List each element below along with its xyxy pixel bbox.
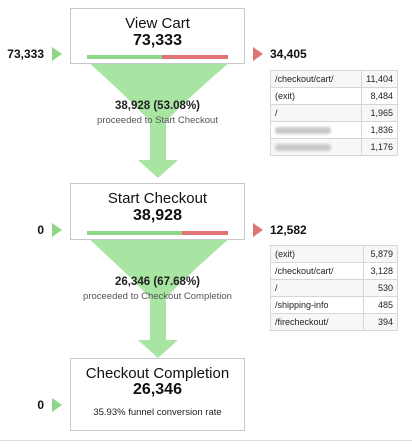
table-row[interactable]: /firecheckout/394 bbox=[270, 313, 398, 331]
table-row[interactable]: (exit) 8,484 bbox=[269, 87, 398, 105]
table-row[interactable]: /checkout/cart/3,128 bbox=[270, 262, 398, 280]
stage-1-entries: 73,333 bbox=[7, 47, 44, 61]
exit-page-value: 8,484 bbox=[361, 87, 398, 105]
table-row[interactable]: /checkout/cart/11,404 bbox=[269, 70, 398, 88]
exit-page-value: 1,836 bbox=[361, 121, 398, 139]
flow-2-count: 26,346 (67.68%) bbox=[114, 276, 201, 288]
entry-arrow-icon bbox=[52, 223, 62, 237]
flow-1-caption: proceeded to Start Checkout bbox=[97, 115, 218, 126]
entry-arrow-icon bbox=[52, 398, 62, 412]
exit-page-value: 1,176 bbox=[361, 138, 398, 156]
exited-portion bbox=[161, 55, 228, 59]
exit-page-value: 1,965 bbox=[361, 104, 398, 122]
exit-page-label: /checkout/cart/ bbox=[269, 70, 363, 88]
exit-page-label: / bbox=[270, 279, 364, 297]
exit-page-label: /shipping-info bbox=[270, 296, 364, 314]
stage-title: Checkout Completion bbox=[85, 365, 230, 382]
stage-progress-bar bbox=[87, 55, 228, 59]
exit-page-label-redacted bbox=[269, 121, 363, 139]
funnel-conversion-rate: 35.93% funnel conversion rate bbox=[93, 407, 222, 418]
exit-page-label: (exit) bbox=[269, 87, 363, 105]
continued-portion bbox=[87, 55, 162, 59]
exit-page-label: /firecheckout/ bbox=[270, 313, 364, 331]
continued-portion bbox=[87, 231, 183, 235]
stage-card-start-checkout[interactable]: Start Checkout 38,928 bbox=[70, 183, 245, 240]
stage-value: 38,928 bbox=[133, 207, 182, 224]
exit-arrow-icon bbox=[253, 47, 263, 61]
exited-portion bbox=[182, 231, 228, 235]
exit-destinations-table-1: /checkout/cart/11,404 (exit) 8,484 /1,965… bbox=[269, 70, 398, 156]
flow-2-caption: proceeded to Checkout Completion bbox=[83, 291, 232, 302]
stage-card-checkout-completion[interactable]: Checkout Completion 26,346 35.93% funnel… bbox=[70, 358, 245, 431]
flow-1-count: 38,928 (53.08%) bbox=[114, 100, 201, 112]
exit-page-value: 530 bbox=[363, 279, 398, 297]
stage-value: 26,346 bbox=[133, 381, 182, 398]
exit-page-label: / bbox=[269, 104, 363, 122]
exit-page-value: 5,879 bbox=[363, 245, 398, 263]
table-row[interactable]: /shipping-info 485 bbox=[270, 296, 398, 314]
stage-title: Start Checkout bbox=[107, 190, 208, 207]
stage-1-exits: 34,405 bbox=[270, 47, 307, 61]
exit-page-label-redacted bbox=[269, 138, 363, 156]
exit-page-value: 3,128 bbox=[363, 262, 398, 280]
exit-page-value: 485 bbox=[363, 296, 398, 314]
table-row[interactable]: /1,965 bbox=[269, 104, 398, 122]
stage-progress-bar bbox=[87, 231, 228, 235]
stage-2-exits: 12,582 bbox=[270, 223, 307, 237]
funnel-flow-1 bbox=[88, 62, 230, 178]
table-row[interactable]: 1,176 bbox=[269, 138, 398, 156]
entry-arrow-icon bbox=[52, 47, 62, 61]
table-row[interactable]: /530 bbox=[270, 279, 398, 297]
table-row[interactable]: 1,836 bbox=[269, 121, 398, 139]
exit-page-value: 394 bbox=[363, 313, 398, 331]
bottom-divider bbox=[0, 440, 412, 441]
stage-3-entries: 0 bbox=[37, 398, 44, 412]
exit-page-label: (exit) bbox=[270, 245, 364, 263]
funnel-flow-2 bbox=[88, 238, 230, 358]
exit-page-value: 11,404 bbox=[361, 70, 398, 88]
exit-page-label: /checkout/cart/ bbox=[270, 262, 364, 280]
stage-2-entries: 0 bbox=[37, 223, 44, 237]
stage-value: 73,333 bbox=[133, 32, 182, 49]
stage-card-view-cart[interactable]: View Cart 73,333 bbox=[70, 8, 245, 64]
exit-destinations-table-2: (exit) 5,879 /checkout/cart/3,128 /530 /s… bbox=[270, 245, 398, 331]
table-row[interactable]: (exit) 5,879 bbox=[270, 245, 398, 263]
exit-arrow-icon bbox=[253, 223, 263, 237]
stage-title: View Cart bbox=[125, 15, 190, 32]
